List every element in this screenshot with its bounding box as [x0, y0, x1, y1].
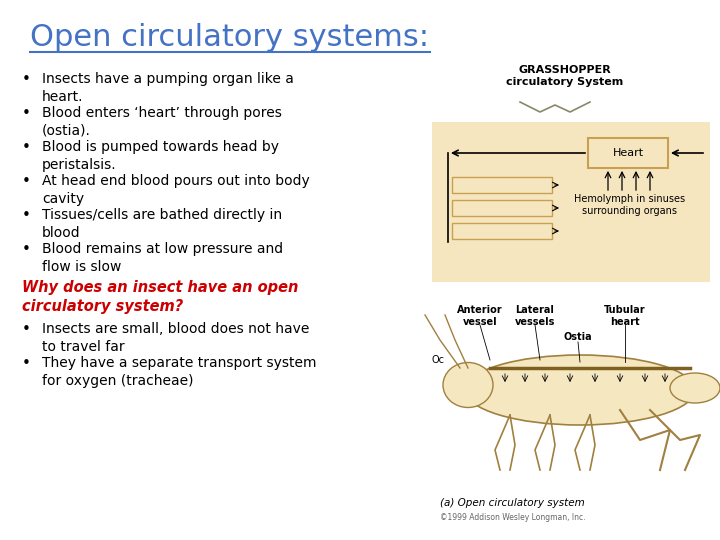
- Bar: [452, 200, 552, 216]
- Text: •: •: [22, 242, 31, 257]
- Text: Tubular
heart: Tubular heart: [604, 305, 646, 327]
- Bar: [432, 122, 710, 282]
- Text: Oc: Oc: [432, 355, 445, 365]
- Text: •: •: [22, 72, 31, 87]
- Text: Anterior
vessel: Anterior vessel: [457, 305, 503, 327]
- Text: At head end blood pours out into body
cavity: At head end blood pours out into body ca…: [42, 174, 310, 206]
- Ellipse shape: [443, 362, 493, 408]
- Text: •: •: [22, 356, 31, 371]
- Text: Why does an insect have an open
circulatory system?: Why does an insect have an open circulat…: [22, 280, 298, 314]
- Text: ©1999 Addison Wesley Longman, Inc.: ©1999 Addison Wesley Longman, Inc.: [440, 513, 585, 522]
- Text: Ostia: Ostia: [564, 332, 593, 342]
- Text: Open circulatory systems:: Open circulatory systems:: [30, 24, 429, 52]
- Text: Blood is pumped towards head by
peristalsis.: Blood is pumped towards head by peristal…: [42, 140, 279, 172]
- Text: •: •: [22, 174, 31, 189]
- Bar: [588, 138, 668, 168]
- Text: Lateral
vessels: Lateral vessels: [515, 305, 555, 327]
- Text: Blood remains at low pressure and
flow is slow: Blood remains at low pressure and flow i…: [42, 242, 283, 274]
- Text: •: •: [22, 322, 31, 337]
- Text: GRASSHOPPER
circulatory System: GRASSHOPPER circulatory System: [506, 65, 624, 87]
- Text: Hemolymph in sinuses
surrounding organs: Hemolymph in sinuses surrounding organs: [575, 194, 685, 216]
- Bar: [452, 223, 552, 239]
- Ellipse shape: [670, 373, 720, 403]
- Text: Insects are small, blood does not have
to travel far: Insects are small, blood does not have t…: [42, 322, 310, 354]
- Text: Blood enters ‘heart’ through pores
(ostia).: Blood enters ‘heart’ through pores (osti…: [42, 106, 282, 138]
- Text: Heart: Heart: [613, 148, 644, 158]
- Text: (a) Open circulatory system: (a) Open circulatory system: [440, 498, 585, 508]
- Text: They have a separate transport system
for oxygen (tracheae): They have a separate transport system fo…: [42, 356, 317, 388]
- Bar: [452, 177, 552, 193]
- Text: •: •: [22, 208, 31, 223]
- Text: Tissues/cells are bathed directly in
blood: Tissues/cells are bathed directly in blo…: [42, 208, 282, 240]
- Text: Insects have a pumping organ like a
heart.: Insects have a pumping organ like a hear…: [42, 72, 294, 104]
- Text: •: •: [22, 140, 31, 155]
- Text: •: •: [22, 106, 31, 121]
- Ellipse shape: [465, 355, 695, 425]
